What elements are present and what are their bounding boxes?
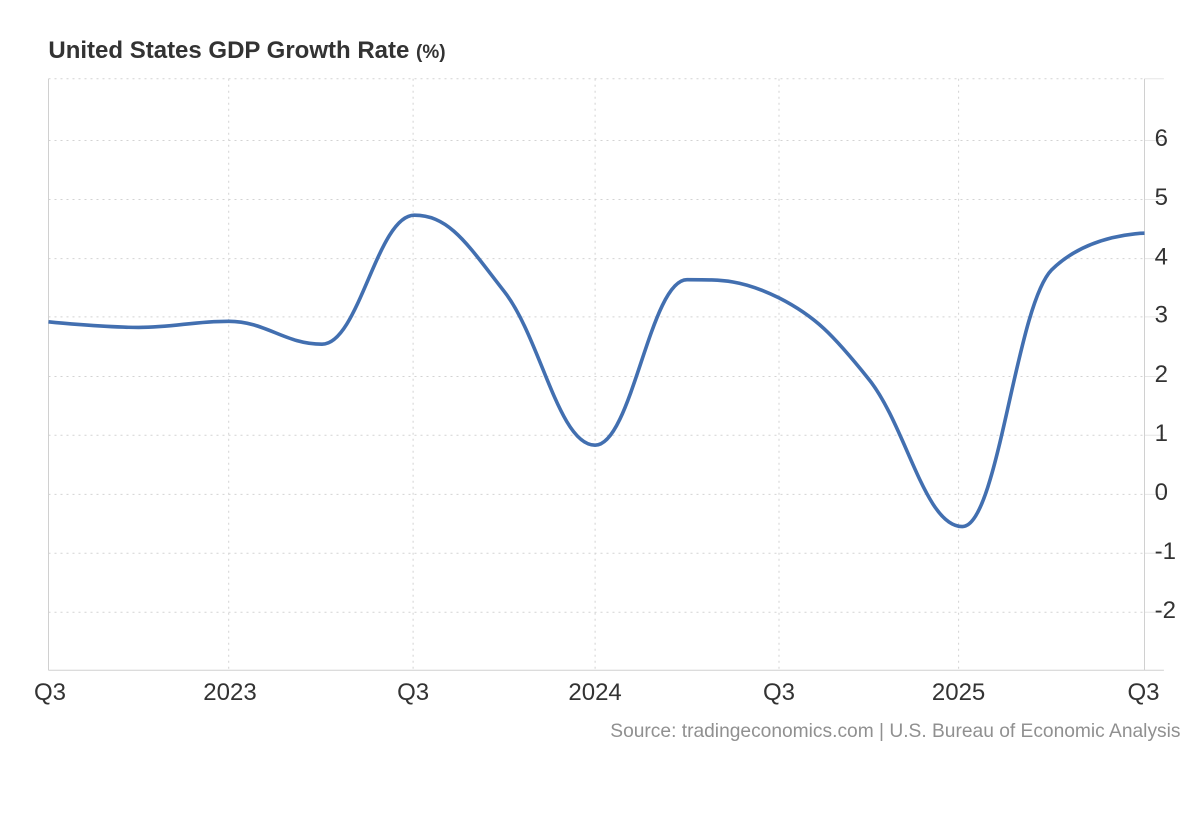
svg-text:-1: -1	[1155, 538, 1176, 565]
svg-text:6: 6	[1155, 125, 1168, 152]
svg-text:2024: 2024	[568, 679, 621, 706]
svg-text:4: 4	[1155, 243, 1168, 270]
svg-text:Q3: Q3	[1127, 679, 1159, 706]
svg-text:0: 0	[1155, 479, 1168, 506]
svg-text:2: 2	[1155, 361, 1168, 388]
svg-text:1: 1	[1155, 420, 1168, 447]
svg-text:Q3: Q3	[34, 679, 66, 706]
svg-text:Q3: Q3	[763, 679, 795, 706]
svg-text:2025: 2025	[932, 679, 985, 706]
svg-text:Q3: Q3	[397, 679, 429, 706]
svg-text:-2: -2	[1155, 597, 1176, 624]
svg-text:Source: tradingeconomics.com |: Source: tradingeconomics.com | U.S. Bure…	[610, 721, 1180, 742]
svg-text:3: 3	[1155, 302, 1168, 329]
svg-text:5: 5	[1155, 184, 1168, 211]
svg-text:2023: 2023	[203, 679, 256, 706]
